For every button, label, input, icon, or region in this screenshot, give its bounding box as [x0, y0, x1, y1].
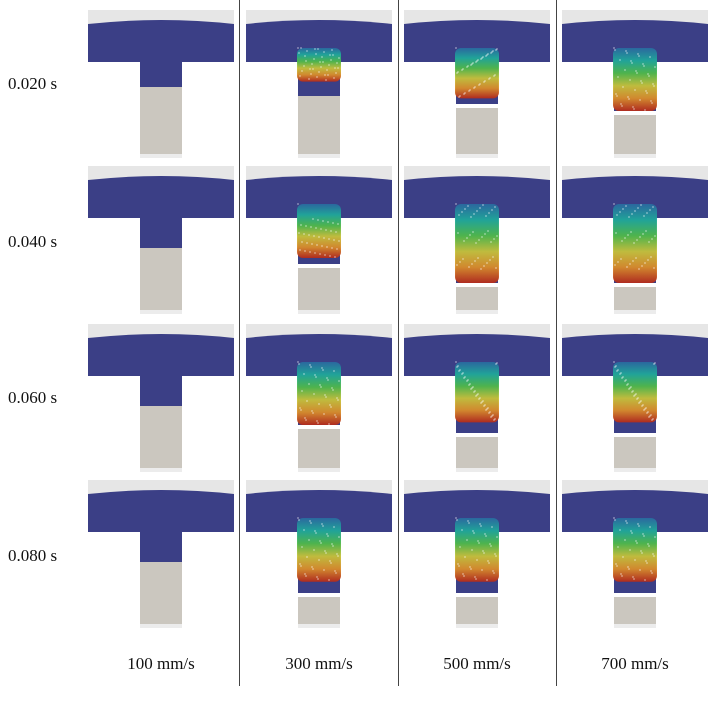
column-divider — [556, 0, 557, 686]
simulation-cell — [88, 480, 238, 632]
plunger-base — [298, 624, 340, 628]
speed-label-300: 300 mm/s — [244, 654, 394, 674]
plunger — [614, 437, 656, 472]
plunger-base — [614, 310, 656, 314]
material-shaft — [140, 61, 182, 87]
plunger-base — [140, 310, 182, 314]
time-label-0080: 0.080 s — [8, 546, 84, 566]
material-plate — [88, 490, 234, 532]
velocity-field — [455, 362, 499, 422]
velocity-field — [455, 204, 499, 283]
simulation-cell — [404, 10, 554, 162]
simulation-cell — [246, 10, 396, 162]
plunger — [614, 597, 656, 628]
column-divider — [239, 0, 240, 686]
simulation-cell — [562, 480, 712, 632]
plunger-base — [614, 468, 656, 472]
plunger — [456, 287, 498, 314]
plunger-base — [140, 154, 182, 158]
plunger — [140, 87, 182, 158]
plunger-base — [456, 468, 498, 472]
time-label-0060: 0.060 s — [8, 388, 84, 408]
plunger — [456, 597, 498, 628]
plunger — [298, 96, 340, 158]
plunger-base — [456, 310, 498, 314]
plunger — [456, 108, 498, 158]
simulation-cell — [246, 324, 396, 476]
plunger-base — [456, 154, 498, 158]
plunger — [614, 115, 656, 158]
material-shaft — [140, 217, 182, 248]
time-label-0020: 0.020 s — [8, 74, 84, 94]
plunger-base — [140, 624, 182, 628]
plunger — [614, 287, 656, 314]
plunger-base — [456, 624, 498, 628]
velocity-field — [297, 48, 341, 82]
material-plate — [88, 20, 234, 62]
simulation-cell — [404, 324, 554, 476]
simulation-cell — [562, 10, 712, 162]
velocity-field — [613, 204, 657, 283]
plunger — [298, 268, 340, 314]
velocity-field — [455, 48, 499, 98]
simulation-cell — [246, 166, 396, 318]
simulation-cell — [404, 480, 554, 632]
simulation-cell — [246, 480, 396, 632]
speed-label-500: 500 mm/s — [402, 654, 552, 674]
material-shaft — [140, 531, 182, 562]
speed-label-100: 100 mm/s — [86, 654, 236, 674]
material-plate — [88, 334, 234, 376]
velocity-field — [297, 204, 341, 258]
simulation-cell — [404, 166, 554, 318]
simulation-cell — [562, 324, 712, 476]
plunger — [298, 429, 340, 472]
material-plate — [88, 176, 234, 218]
simulation-cell — [88, 324, 238, 476]
plunger — [298, 597, 340, 628]
plunger — [140, 248, 182, 314]
plunger-base — [298, 154, 340, 158]
simulation-cell — [88, 166, 238, 318]
simulation-cell — [88, 10, 238, 162]
plunger-base — [298, 468, 340, 472]
speed-label-700: 700 mm/s — [560, 654, 710, 674]
velocity-field — [613, 362, 657, 422]
plunger-base — [614, 624, 656, 628]
simulation-cell — [562, 166, 712, 318]
plunger — [140, 406, 182, 472]
time-label-0040: 0.040 s — [8, 232, 84, 252]
material-shaft — [140, 375, 182, 406]
plunger — [140, 562, 182, 628]
plunger-base — [298, 310, 340, 314]
plunger — [456, 437, 498, 472]
plunger-base — [614, 154, 656, 158]
column-divider — [398, 0, 399, 686]
plunger-base — [140, 468, 182, 472]
